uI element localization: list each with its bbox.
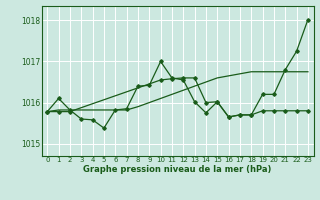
- X-axis label: Graphe pression niveau de la mer (hPa): Graphe pression niveau de la mer (hPa): [84, 165, 272, 174]
